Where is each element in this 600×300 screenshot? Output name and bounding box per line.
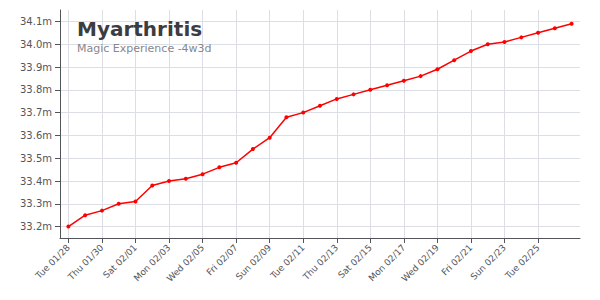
svg-text:33.8m: 33.8m [20,84,52,95]
svg-text:33.6m: 33.6m [20,130,52,141]
svg-text:Magic Experience -4w3d: Magic Experience -4w3d [77,42,212,55]
svg-text:Wed 02/05: Wed 02/05 [165,242,206,283]
svg-text:Mon 02/03: Mon 02/03 [131,242,173,284]
svg-text:Fri 02/07: Fri 02/07 [205,242,240,277]
svg-text:Tue 02/11: Tue 02/11 [268,242,307,281]
svg-text:Fri 02/21: Fri 02/21 [440,242,475,277]
svg-text:Sat 02/15: Sat 02/15 [336,242,374,281]
svg-text:Wed 02/19: Wed 02/19 [400,242,441,283]
svg-text:Thu 02/13: Thu 02/13 [300,242,340,282]
svg-text:33.9m: 33.9m [20,62,52,73]
svg-text:33.3m: 33.3m [20,198,52,209]
svg-text:Tue 02/25: Tue 02/25 [503,242,542,281]
svg-text:33.4m: 33.4m [20,176,52,187]
svg-text:Mon 02/17: Mon 02/17 [366,242,408,284]
svg-text:34.0m: 34.0m [20,39,52,50]
svg-text:Sun 02/09: Sun 02/09 [234,242,274,282]
svg-text:Tue 01/28: Tue 01/28 [33,242,72,281]
svg-text:33.7m: 33.7m [20,107,52,118]
svg-text:34.1m: 34.1m [20,16,52,27]
svg-text:33.2m: 33.2m [20,221,52,232]
svg-text:33.5m: 33.5m [20,153,52,164]
svg-text:Myarthritis: Myarthritis [77,17,202,41]
svg-text:Sun 02/23: Sun 02/23 [469,242,508,281]
svg-text:Thu 01/30: Thu 01/30 [65,242,105,282]
svg-text:Sat 02/01: Sat 02/01 [101,242,139,281]
